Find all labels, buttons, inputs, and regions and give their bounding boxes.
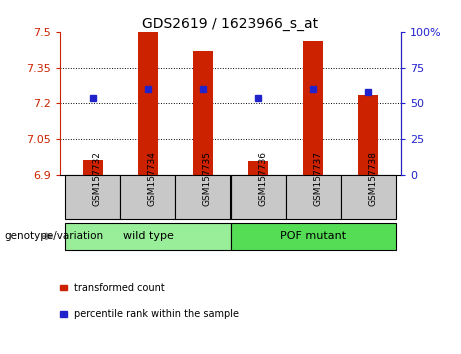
Bar	[230, 175, 285, 219]
Text: GSM157736: GSM157736	[258, 151, 267, 206]
Bar	[65, 175, 120, 219]
Text: GSM157732: GSM157732	[93, 151, 102, 206]
Text: GSM157734: GSM157734	[148, 151, 157, 206]
Bar	[285, 175, 341, 219]
Bar	[359, 95, 378, 175]
Bar	[303, 41, 323, 175]
Text: wild type: wild type	[123, 231, 173, 241]
Bar	[83, 160, 103, 175]
Title: GDS2619 / 1623966_s_at: GDS2619 / 1623966_s_at	[142, 17, 319, 31]
Text: GSM157737: GSM157737	[313, 151, 322, 206]
Text: GSM157738: GSM157738	[368, 151, 377, 206]
Bar	[138, 32, 158, 175]
Text: genotype/variation: genotype/variation	[5, 231, 104, 241]
Bar	[193, 51, 213, 175]
Bar	[176, 175, 230, 219]
Bar	[120, 175, 176, 219]
Text: transformed count: transformed count	[74, 282, 165, 292]
Text: percentile rank within the sample: percentile rank within the sample	[74, 309, 239, 319]
Text: GSM157735: GSM157735	[203, 151, 212, 206]
Bar	[248, 161, 268, 175]
Bar	[341, 175, 396, 219]
Text: POF mutant: POF mutant	[280, 231, 346, 241]
